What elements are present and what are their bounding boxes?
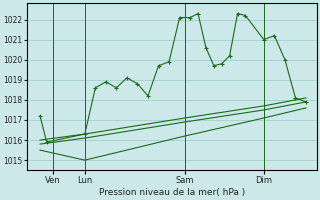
X-axis label: Pression niveau de la mer( hPa ): Pression niveau de la mer( hPa ): [99, 188, 245, 197]
